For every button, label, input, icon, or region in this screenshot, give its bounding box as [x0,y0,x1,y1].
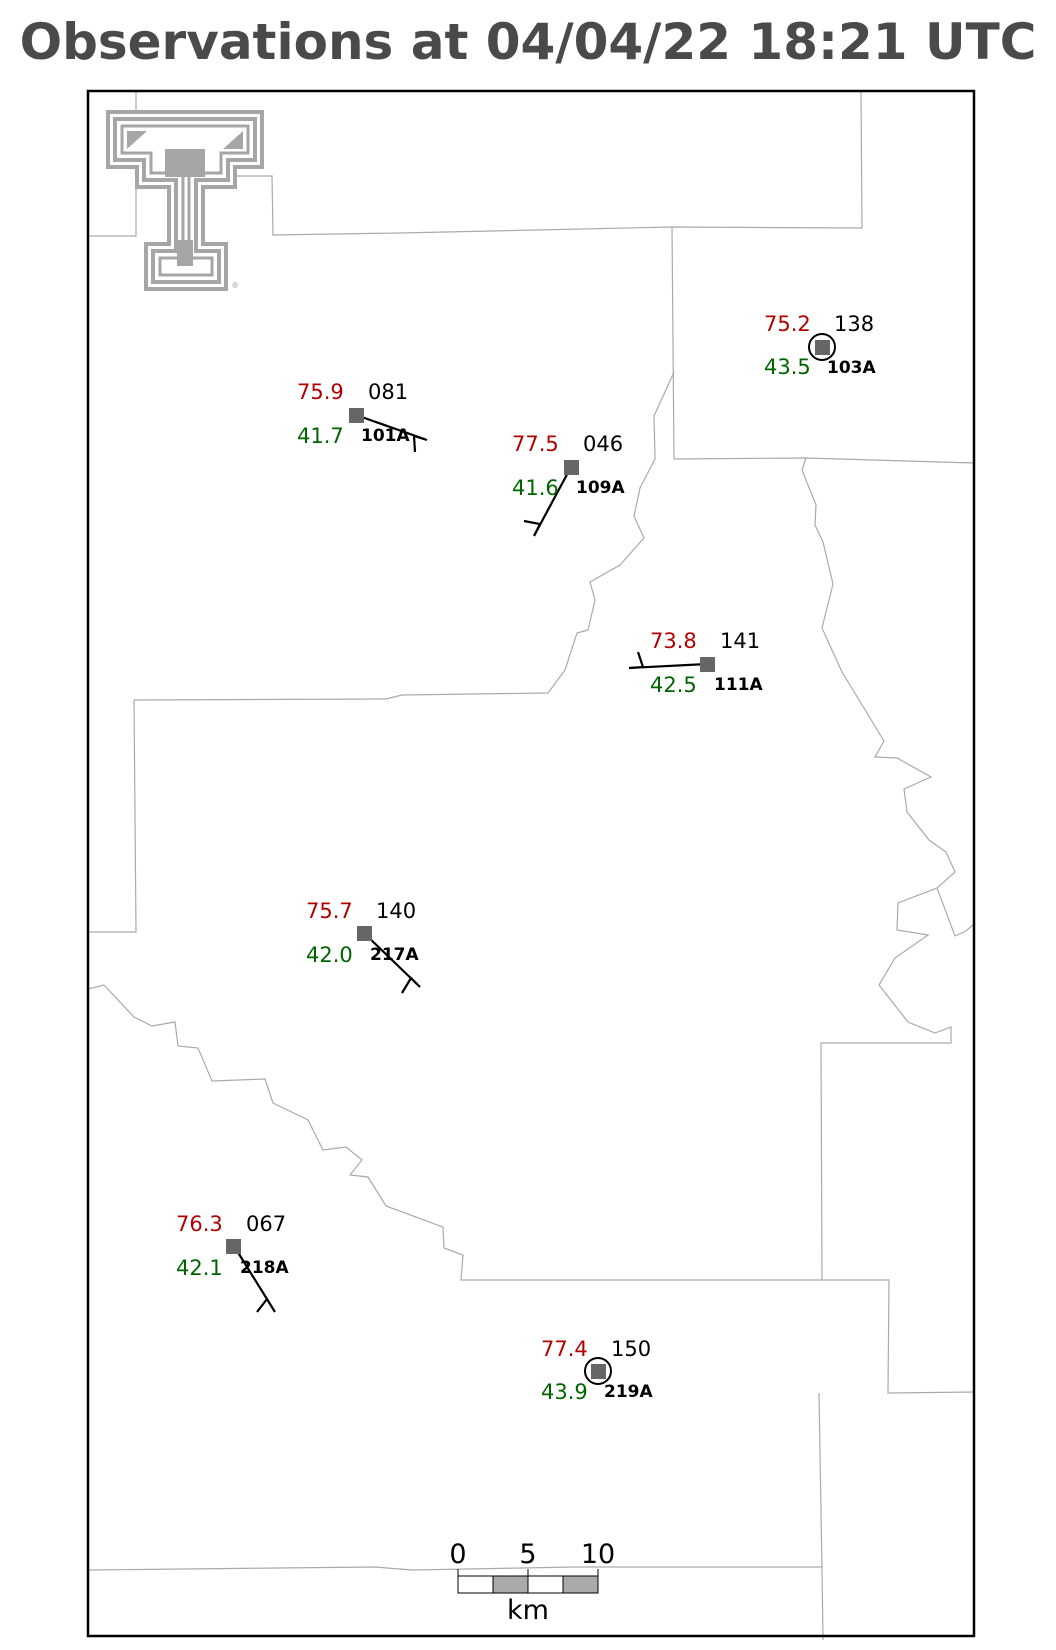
temperature-value: 76.3 [176,1212,223,1236]
station-id: 111A [714,675,763,695]
pressure-value: 140 [376,899,416,923]
station-marker [564,460,579,475]
dewpoint-value: 43.9 [541,1380,588,1404]
station-plot-111A: 73.8 141 42.5 111A [628,629,763,697]
temperature-value: 75.9 [297,380,344,404]
pressure-value: 067 [246,1212,286,1236]
temperature-value: 73.8 [650,629,697,653]
registered-mark: ® [231,281,239,290]
dewpoint-value: 42.1 [176,1256,223,1280]
dewpoint-value: 41.7 [297,424,344,448]
sky-cover-circle [808,333,836,361]
pressure-value: 081 [368,380,408,404]
wind-barb [523,466,572,537]
scale-tick-label: 0 [449,1539,466,1570]
pressure-value: 138 [834,312,874,336]
station-marker [591,1364,606,1379]
station-plot-218A: 76.3 067 42.1 218A [176,1212,289,1313]
station-id: 109A [576,478,625,498]
station-id: 219A [604,1382,653,1402]
station-plot-219A: 77.4 150 43.9 219A [541,1337,653,1404]
wind-barb [233,1245,276,1313]
station-plot-109A: 77.5 046 41.6 109A [512,432,625,537]
station-id: 101A [361,426,410,446]
temperature-value: 75.2 [764,312,811,336]
station-marker [349,408,364,423]
sky-cover-circle [584,1357,612,1385]
county-boundaries [87,91,975,1641]
station-plot-101A: 75.9 081 41.7 101A [297,380,428,453]
pressure-value: 046 [583,432,623,456]
map-title: Observations at 04/04/22 18:21 UTC [19,13,1037,71]
map-frame [86,89,976,1638]
dewpoint-value: 41.6 [512,476,559,500]
scale-bar: 0 5 10 km [449,1539,615,1626]
scale-tick-label: 10 [581,1539,615,1570]
scale-unit-label: km [507,1595,549,1626]
wind-barb [363,932,421,994]
station-id: 218A [240,1258,289,1278]
station-plot-103A: 75.2 138 43.5 103A [764,312,876,379]
dewpoint-value: 43.5 [764,355,811,379]
dewpoint-value: 42.0 [306,943,353,967]
station-marker [700,657,715,672]
temperature-value: 77.5 [512,432,559,456]
temperature-value: 77.4 [541,1337,588,1361]
temperature-value: 75.7 [306,899,353,923]
station-marker [226,1239,241,1254]
pressure-value: 150 [611,1337,651,1361]
station-marker [357,926,372,941]
scale-tick-label: 5 [519,1539,536,1570]
station-marker [815,340,830,355]
texas-tech-double-t-logo [106,110,264,291]
wind-barb [355,413,428,453]
station-plot-217A: 75.7 140 42.0 217A [306,899,421,994]
station-id: 103A [827,358,876,378]
wind-barb [628,651,708,670]
pressure-value: 141 [720,629,760,653]
dewpoint-value: 42.5 [650,673,697,697]
station-id: 217A [370,945,419,965]
